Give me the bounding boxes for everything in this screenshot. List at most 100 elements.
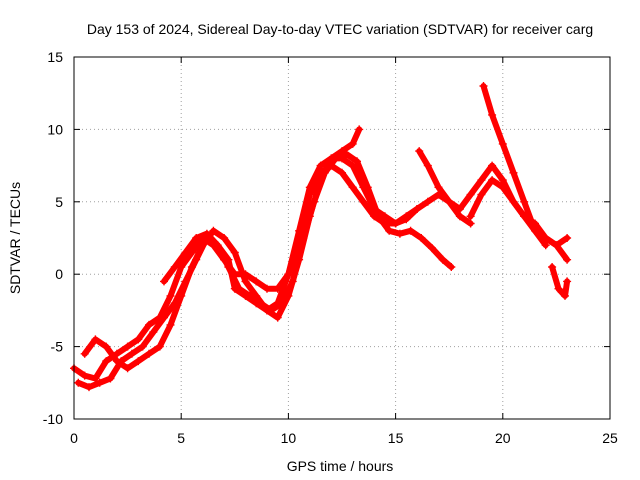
x-tick-label: 25 bbox=[602, 430, 618, 446]
data-point bbox=[166, 291, 175, 300]
data-point bbox=[355, 125, 364, 134]
plot-frame bbox=[73, 56, 611, 420]
series-track-3 bbox=[80, 125, 364, 373]
data-point bbox=[498, 183, 507, 192]
data-point bbox=[428, 244, 436, 253]
data-point bbox=[80, 371, 89, 380]
data-point bbox=[230, 284, 239, 293]
chart-title: Day 153 of 2024, Sidereal Day-to-day VTE… bbox=[87, 21, 593, 37]
data-point bbox=[213, 241, 222, 250]
data-point bbox=[187, 263, 196, 271]
data-point bbox=[230, 248, 239, 257]
data-point bbox=[447, 263, 456, 271]
data-point bbox=[170, 263, 179, 271]
data-point bbox=[338, 147, 346, 156]
data-point bbox=[273, 299, 282, 308]
y-tick-label: -5 bbox=[51, 339, 64, 355]
data-point bbox=[102, 357, 111, 366]
data-point bbox=[509, 197, 518, 206]
series-track-8 bbox=[548, 263, 572, 300]
y-tick-label: -10 bbox=[43, 411, 63, 427]
data-point bbox=[145, 320, 153, 329]
data-point bbox=[123, 342, 132, 351]
data-point bbox=[155, 342, 164, 351]
data-point bbox=[520, 197, 529, 206]
data-point bbox=[74, 378, 83, 387]
data-point bbox=[252, 299, 261, 308]
data-point bbox=[224, 255, 233, 264]
data-point bbox=[91, 335, 100, 344]
grid bbox=[74, 57, 610, 419]
data-point bbox=[127, 349, 136, 358]
data-point bbox=[338, 168, 346, 177]
data-point bbox=[498, 176, 507, 185]
data-point bbox=[466, 212, 475, 221]
data-point bbox=[402, 212, 411, 221]
data-point bbox=[263, 306, 271, 315]
data-point bbox=[385, 226, 394, 235]
data-point bbox=[563, 255, 572, 264]
data-point bbox=[488, 161, 497, 170]
data-point bbox=[123, 364, 132, 373]
data-point bbox=[477, 190, 486, 199]
data-point bbox=[561, 291, 569, 300]
data-point bbox=[134, 335, 143, 344]
x-tick-label: 15 bbox=[388, 430, 404, 446]
data-point bbox=[252, 291, 261, 300]
data-point bbox=[284, 291, 293, 300]
data-point bbox=[438, 255, 447, 264]
data-point bbox=[91, 374, 100, 383]
data-point bbox=[145, 349, 153, 358]
data-point bbox=[348, 161, 357, 170]
data-point bbox=[149, 328, 158, 337]
data-point bbox=[552, 241, 561, 250]
data-point bbox=[177, 291, 186, 300]
x-tick-label: 10 bbox=[281, 430, 297, 446]
series-trace bbox=[416, 148, 474, 227]
data-point bbox=[263, 284, 271, 293]
data-point bbox=[241, 277, 250, 286]
data-point bbox=[363, 183, 372, 192]
series-trace bbox=[467, 177, 571, 263]
data-point bbox=[488, 176, 497, 185]
axis-ticks: 0 5 10 15 20 25 -10 -5 0 5 10 15 bbox=[43, 49, 618, 446]
data-point bbox=[548, 263, 557, 271]
data-point bbox=[327, 154, 336, 163]
data-point bbox=[353, 157, 361, 166]
data-point bbox=[316, 168, 325, 177]
data-point bbox=[479, 82, 488, 90]
data-point bbox=[466, 190, 475, 199]
x-tick-label: 20 bbox=[495, 430, 511, 446]
data-point bbox=[252, 277, 261, 286]
data-point bbox=[563, 234, 572, 242]
series-track-6 bbox=[479, 82, 550, 250]
data-point bbox=[395, 229, 404, 238]
data-point bbox=[220, 234, 229, 242]
data-point bbox=[415, 147, 424, 156]
data-point bbox=[181, 248, 190, 257]
data-point bbox=[166, 320, 175, 329]
data-point bbox=[466, 219, 475, 228]
data-point bbox=[348, 139, 357, 148]
series-track-4 bbox=[160, 161, 572, 315]
data-point bbox=[305, 190, 314, 199]
data-point bbox=[85, 383, 93, 392]
data-point bbox=[563, 277, 572, 286]
data-point bbox=[198, 241, 207, 250]
data-point bbox=[192, 234, 201, 242]
data-point bbox=[209, 226, 218, 235]
data-point bbox=[498, 139, 507, 148]
data-point bbox=[370, 212, 379, 221]
data-point bbox=[359, 197, 368, 206]
x-axis-label: GPS time / hours bbox=[287, 458, 394, 474]
data-point bbox=[413, 205, 421, 213]
data-point bbox=[406, 226, 415, 235]
data-point bbox=[509, 168, 518, 177]
data-point bbox=[541, 241, 550, 250]
data-point bbox=[295, 234, 304, 242]
data-point bbox=[95, 378, 104, 387]
data-point bbox=[554, 284, 563, 293]
data-point bbox=[488, 110, 497, 119]
